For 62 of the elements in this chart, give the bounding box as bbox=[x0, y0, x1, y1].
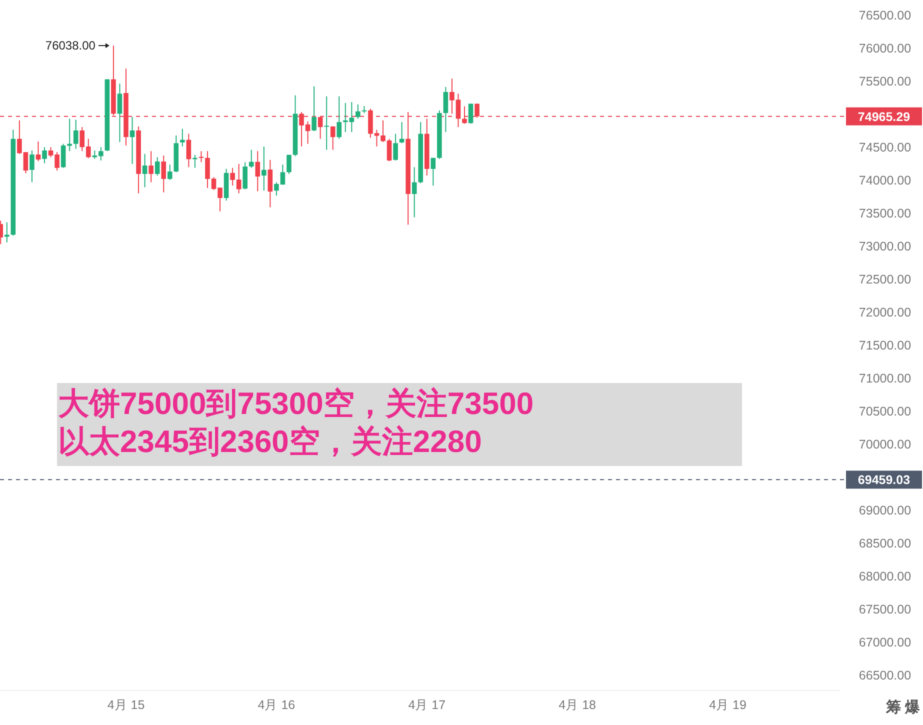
candlestick bbox=[430, 157, 436, 186]
candlestick bbox=[443, 86, 448, 133]
annotation: 以太2345到2360空，关注2280 bbox=[58, 424, 482, 459]
candlestick bbox=[36, 140, 41, 162]
y-tick-label: 71500.00 bbox=[858, 338, 912, 352]
y-tick-label: 73500.00 bbox=[858, 206, 912, 221]
y-tick-label: 70000.00 bbox=[858, 437, 912, 452]
y-tick-label: 73000.00 bbox=[858, 240, 912, 254]
candlestick bbox=[268, 159, 273, 208]
annotation: 大饼75000到75300空，关注73500 bbox=[58, 386, 534, 421]
candlestick bbox=[324, 96, 329, 150]
candlestick bbox=[142, 153, 148, 188]
y-tick-label: 70500.00 bbox=[858, 404, 912, 418]
y-tick-label: 66500.00 bbox=[858, 668, 912, 682]
candlestick bbox=[186, 133, 192, 168]
x-tick-label: 4月 18 bbox=[558, 698, 596, 712]
x-tick-label: 4月 15 bbox=[107, 698, 145, 712]
candlestick bbox=[4, 222, 10, 243]
candlestick bbox=[161, 155, 166, 193]
y-tick-label: 67000.00 bbox=[858, 635, 912, 650]
x-tick-label: 4月 19 bbox=[709, 698, 746, 712]
x-tick-label: 4月 16 bbox=[258, 698, 296, 712]
candlestick bbox=[468, 103, 474, 124]
candlestick bbox=[148, 150, 154, 183]
y-tick-label: 71000.00 bbox=[858, 371, 912, 386]
candlestick bbox=[412, 166, 417, 218]
candlestick bbox=[393, 133, 398, 162]
candlestick bbox=[255, 150, 260, 192]
annotation: 76038.00 bbox=[45, 38, 96, 53]
y-tick-label: 72000.00 bbox=[858, 306, 912, 320]
candlestick bbox=[154, 156, 160, 176]
candlestick bbox=[286, 154, 292, 174]
candlestick bbox=[399, 122, 404, 144]
y-tick-label: 76500.00 bbox=[858, 8, 912, 23]
candlestick bbox=[42, 146, 47, 164]
candlestick bbox=[330, 126, 336, 150]
y-tick-label: 74500.00 bbox=[858, 140, 912, 155]
candlestick bbox=[356, 104, 360, 120]
candlestick bbox=[312, 86, 316, 132]
candlestick bbox=[130, 116, 135, 164]
candlestick bbox=[198, 150, 204, 163]
candlestick bbox=[180, 128, 185, 147]
candlestick bbox=[336, 96, 342, 140]
ref-line-label: 74965.29 bbox=[858, 110, 910, 124]
candlestick bbox=[167, 164, 172, 180]
text: 筹 爆 bbox=[884, 699, 921, 716]
candlestick bbox=[248, 149, 254, 168]
ref-line-label: 69459.03 bbox=[858, 473, 910, 488]
candlestick bbox=[117, 83, 122, 143]
candlestick bbox=[30, 150, 34, 183]
candlestick bbox=[242, 162, 248, 190]
y-tick-label: 76000.00 bbox=[858, 42, 912, 56]
y-tick-label: 67500.00 bbox=[858, 602, 912, 616]
y-tick-label: 72500.00 bbox=[858, 272, 912, 287]
y-tick-label: 74000.00 bbox=[858, 174, 912, 188]
y-tick-label: 75500.00 bbox=[858, 74, 912, 89]
y-tick-label: 68000.00 bbox=[858, 569, 912, 584]
candlestick bbox=[262, 146, 266, 192]
y-tick-label: 68500.00 bbox=[858, 536, 912, 550]
x-tick-label: 4月 17 bbox=[408, 698, 446, 712]
candlestick bbox=[73, 119, 78, 150]
y-tick-label: 69000.00 bbox=[858, 503, 912, 518]
